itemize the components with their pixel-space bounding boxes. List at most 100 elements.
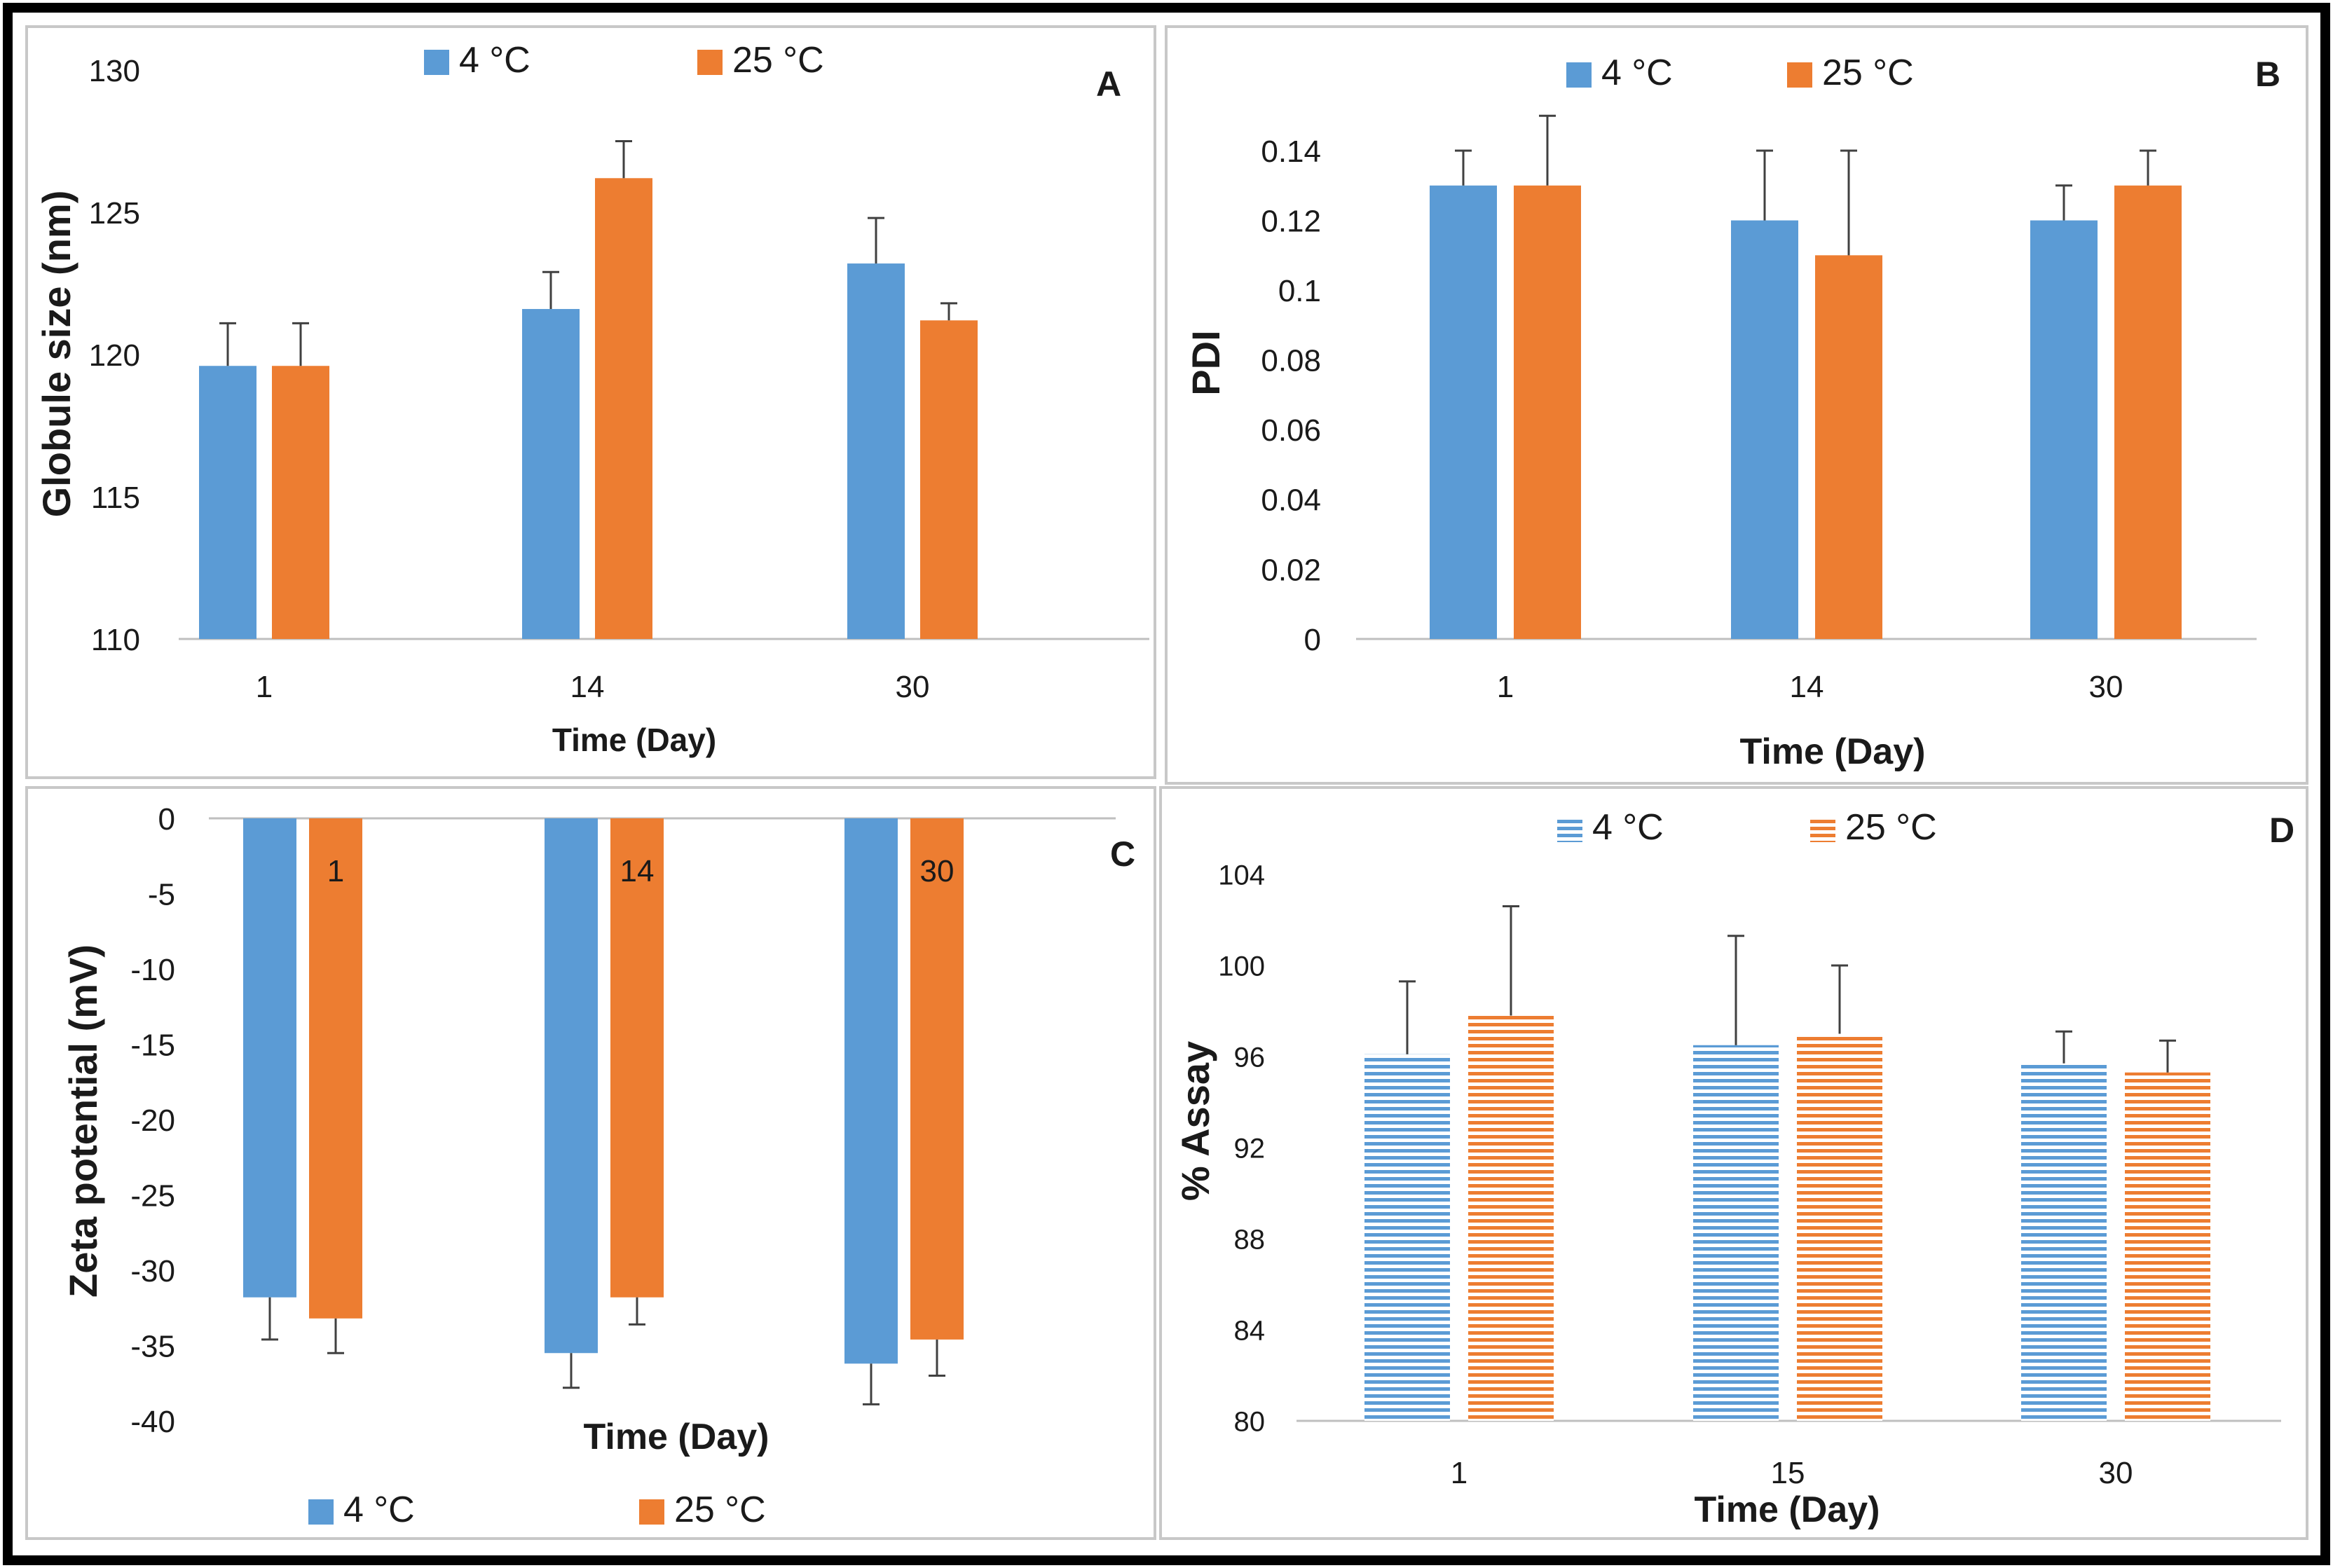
- panel-D-frame: [1159, 786, 2308, 1540]
- legend-swatch-25c: [1810, 817, 1835, 842]
- panel-D-chart: 80 84 88 92 96 100 104 1 15 30 Time (Day) % Assay D 4…: [1173, 807, 2294, 1530]
- y-tick-label: 0: [158, 802, 175, 837]
- legend-label: 25 °C: [674, 1490, 766, 1530]
- x-category-label: 1: [1497, 670, 1514, 704]
- x-axis-title: Time (Day): [1695, 1490, 1880, 1530]
- x-category-label: 1: [327, 854, 344, 888]
- x-category-label: 30: [920, 854, 955, 888]
- bar-4c-15: [1693, 1045, 1779, 1421]
- bar-25c-1: [309, 818, 362, 1319]
- y-tick-label: 130: [89, 54, 140, 88]
- panel-letter: D: [2269, 811, 2294, 850]
- y-tick-label: -15: [130, 1028, 175, 1062]
- bar-25c-30: [910, 818, 964, 1340]
- y-tick-label: 125: [89, 196, 140, 231]
- bar-4c-30: [2021, 1063, 2107, 1421]
- x-category-label: 15: [1771, 1456, 1805, 1490]
- panel-C-frame: [25, 786, 1156, 1540]
- bar-25c-14: [610, 818, 664, 1298]
- outer-frame: [3, 3, 2330, 1565]
- x-category-label: 14: [620, 854, 655, 888]
- y-tick-label: 96: [1234, 1042, 1266, 1073]
- y-tick-label: 110: [91, 623, 140, 657]
- x-axis-title: Time (Day): [584, 1417, 769, 1457]
- bar-25c-1: [272, 366, 329, 639]
- panel-B-chart: 0 0.02 0.04 0.06 0.08 0.1 0.12 0.14 1 14 30 Time (D…: [1184, 53, 2280, 772]
- panel-A-chart: 110 115 120 125 130 1 14 30 Time (Day) Globule si…: [34, 40, 1149, 758]
- y-tick-label: 0.1: [1278, 274, 1321, 308]
- bar-4c-30: [847, 263, 905, 640]
- bar-25c-30: [2114, 185, 2182, 639]
- y-tick-label: 88: [1234, 1224, 1266, 1255]
- bar-4c-1: [1364, 1054, 1450, 1421]
- bar-4c-1: [1430, 185, 1497, 639]
- y-tick-label: 0.04: [1261, 483, 1321, 518]
- legend-swatch-4c: [1557, 817, 1582, 842]
- y-tick-label: 115: [91, 481, 140, 515]
- panel-letter: A: [1096, 64, 1121, 104]
- bar-4c-30: [2030, 220, 2098, 640]
- legend-swatch-4c: [424, 50, 449, 75]
- x-axis-title: Time (Day): [1740, 731, 1926, 772]
- bar-4c-14: [1731, 220, 1798, 640]
- bar-4c-14: [522, 309, 580, 639]
- y-tick-label: 80: [1234, 1406, 1266, 1437]
- panel-B-frame: [1165, 25, 2308, 785]
- y-tick-label: -20: [130, 1103, 175, 1138]
- bar-4c-1: [199, 366, 256, 639]
- y-tick-label: 84: [1234, 1315, 1266, 1346]
- bar-25c-14: [1815, 255, 1882, 639]
- bar-4c-14: [545, 818, 598, 1354]
- y-tick-label: 100: [1218, 951, 1265, 982]
- y-tick-label: 0: [1304, 623, 1321, 657]
- bar-25c-14: [595, 178, 652, 639]
- panel-C-chart: 0 -5 -10 -15 -20 -25 -30 -35 -40 1 14 30 Time (Day) Z…: [61, 802, 1135, 1530]
- legend-swatch-4c: [1566, 62, 1592, 88]
- legend-swatch-25c: [1787, 62, 1812, 88]
- x-category-label: 14: [1790, 670, 1824, 704]
- legend-swatch-25c: [697, 50, 723, 75]
- legend-label: 4 °C: [343, 1490, 415, 1530]
- y-axis-title: % Assay: [1173, 1041, 1217, 1201]
- bar-25c-30: [2125, 1072, 2210, 1421]
- y-tick-label: 0.06: [1261, 413, 1321, 448]
- y-tick-label: -10: [130, 953, 175, 987]
- y-tick-label: 104: [1218, 860, 1265, 890]
- y-tick-label: 92: [1234, 1133, 1266, 1164]
- bar-25c-15: [1797, 1033, 1882, 1421]
- x-category-label: 30: [896, 670, 930, 704]
- panel-A-frame: [25, 25, 1156, 779]
- legend-label: 25 °C: [1845, 807, 1937, 848]
- x-axis-title: Time (Day): [552, 722, 716, 758]
- legend-label: 25 °C: [732, 40, 824, 81]
- legend-label: 25 °C: [1822, 53, 1914, 93]
- y-axis-title: PDI: [1184, 330, 1228, 395]
- legend-label: 4 °C: [1592, 807, 1664, 848]
- y-axis-title: Globule size (nm): [34, 191, 78, 518]
- bar-25c-1: [1514, 185, 1581, 639]
- x-category-label: 1: [256, 670, 273, 704]
- y-tick-label: -30: [130, 1254, 175, 1288]
- legend-label: 4 °C: [1601, 53, 1673, 93]
- y-tick-label: -40: [130, 1405, 175, 1439]
- x-category-label: 14: [570, 670, 605, 704]
- x-category-label: 1: [1451, 1456, 1467, 1490]
- y-tick-label: 0.08: [1261, 344, 1321, 378]
- y-tick-label: -5: [148, 877, 175, 912]
- bar-4c-1: [243, 818, 296, 1298]
- panel-letter: C: [1110, 834, 1135, 874]
- legend-swatch-25c: [639, 1499, 664, 1525]
- y-axis-title: Zeta potential (mV): [61, 944, 105, 1298]
- y-tick-label: -25: [130, 1178, 175, 1213]
- bar-4c-30: [844, 818, 898, 1364]
- y-tick-label: 120: [89, 338, 140, 373]
- y-tick-label: 0.12: [1261, 204, 1321, 238]
- bar-25c-30: [920, 320, 978, 639]
- legend-label: 4 °C: [459, 40, 531, 81]
- x-category-label: 30: [2089, 670, 2123, 704]
- x-category-label: 30: [2099, 1456, 2133, 1490]
- panel-letter: B: [2255, 55, 2280, 94]
- bar-25c-1: [1468, 1015, 1554, 1421]
- y-tick-label: 0.02: [1261, 553, 1321, 587]
